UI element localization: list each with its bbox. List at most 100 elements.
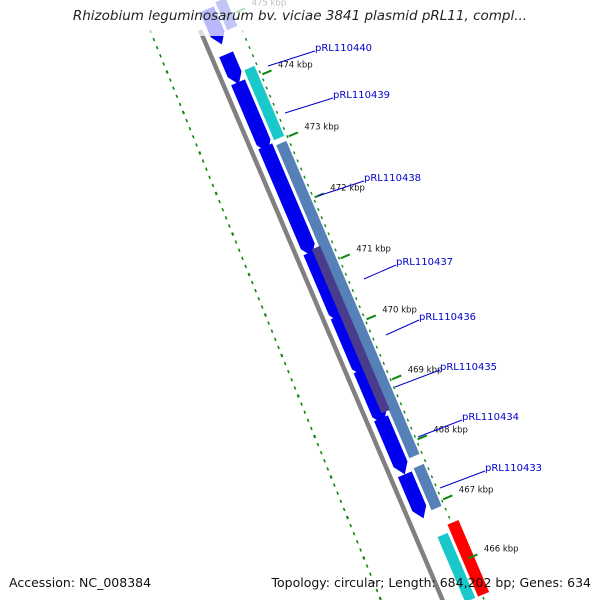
- outer-dot: [306, 183, 310, 187]
- gene-leader-line: [417, 419, 463, 438]
- blast-hit-cyan: [437, 532, 476, 600]
- outer-dot: [262, 78, 265, 82]
- outer-dot: [244, 37, 248, 41]
- gc-dot: [162, 62, 166, 66]
- gc-dot: [188, 126, 192, 131]
- gene-label-layer: pRL110440 pRL110439 pRL110438 pRL110437 pRL1…: [267, 43, 542, 489]
- gene-label: pRL110439: [333, 90, 390, 101]
- outer-dot: [268, 94, 272, 98]
- outer-dot: [385, 369, 389, 374]
- cds-arrow: [353, 367, 387, 425]
- outer-dot: [441, 499, 444, 503]
- kbp-tick: [442, 494, 453, 501]
- gc-dot: [221, 207, 225, 212]
- gc-dot: [332, 483, 336, 487]
- gc-dot: [319, 450, 323, 455]
- outer-dot: [334, 248, 337, 252]
- outer-dot: [399, 402, 403, 406]
- gc-dot: [273, 337, 277, 342]
- gc-dot: [208, 175, 211, 180]
- outer-dot: [416, 442, 420, 446]
- gc-dot: [310, 426, 313, 431]
- outer-dot: [272, 102, 275, 106]
- gc-dot: [254, 288, 257, 293]
- gc-dot: [234, 240, 238, 244]
- gc-dot: [293, 386, 297, 390]
- kbp-label: 466 kbp: [484, 545, 519, 555]
- gc-dot: [165, 70, 169, 74]
- kbp-label: 467 kbp: [459, 486, 494, 496]
- outer-dot: [344, 272, 348, 276]
- gc-dot: [227, 224, 231, 228]
- topology-summary: Topology: circular; Length: 684,202 bp; …: [271, 575, 592, 590]
- outer-dot: [289, 143, 293, 147]
- kbp-tick: [288, 131, 299, 138]
- gc-dot: [306, 418, 310, 423]
- outer-dot: [296, 159, 299, 163]
- gc-dot: [369, 572, 372, 576]
- gene-leader-line: [394, 369, 441, 388]
- outer-dot: [323, 224, 327, 228]
- gc-dot: [185, 118, 189, 123]
- gc-dot: [375, 588, 379, 593]
- outer-dot: [303, 175, 306, 179]
- outer-dot: [437, 491, 441, 495]
- backbone-stroke: [197, 29, 445, 600]
- blast-hit-purple: [311, 245, 390, 414]
- outer-dot: [413, 434, 416, 438]
- kbp-label: 470 kbp: [382, 306, 417, 316]
- gc-dot: [352, 531, 356, 536]
- outer-dot: [348, 280, 351, 284]
- outer-dot: [293, 151, 296, 155]
- gc-dot: [342, 507, 346, 512]
- gc-dot: [313, 434, 317, 439]
- kbp-label: 472 kbp: [330, 184, 365, 194]
- gc-dot: [195, 143, 198, 147]
- outer-dot: [434, 483, 437, 487]
- cds-arrow: [219, 51, 242, 85]
- gc-dot: [211, 183, 215, 188]
- gc-dot: [283, 361, 287, 366]
- outer-dot: [365, 321, 368, 325]
- gene-leader-line: [267, 50, 316, 67]
- outer-dot: [482, 596, 485, 600]
- outer-dot: [427, 467, 430, 471]
- kbp-label: 469 kbp: [408, 366, 443, 376]
- gc-dot: [218, 199, 221, 204]
- gc-dot: [349, 523, 353, 528]
- gc-dot: [296, 394, 300, 398]
- cds-arrow: [303, 249, 343, 323]
- outer-dot: [248, 45, 251, 50]
- gc-dot: [287, 369, 290, 374]
- gc-dot: [205, 167, 208, 171]
- gc-dot: [263, 313, 268, 317]
- kbp-label: 468 kbp: [433, 426, 468, 436]
- gc-dot: [250, 280, 254, 285]
- gc-dot: [303, 410, 307, 414]
- gc-dot: [198, 151, 202, 155]
- outer-dot: [275, 110, 279, 114]
- outer-dot: [423, 459, 427, 463]
- cds-arrow: [330, 313, 366, 377]
- blast-hit-cyan: [244, 65, 285, 141]
- outer-dot: [255, 62, 258, 66]
- gene-label: pRL110438: [364, 173, 421, 184]
- gc-dot: [359, 548, 362, 552]
- outer-dot: [403, 410, 406, 414]
- gc-dot: [329, 475, 333, 479]
- gc-dot: [300, 402, 303, 406]
- blast-hit-steel: [413, 463, 442, 511]
- kbp-tick: [417, 434, 428, 441]
- outer-dot: [375, 345, 379, 349]
- cds-arrow: [258, 143, 315, 257]
- gc-dot: [241, 256, 244, 261]
- outer-dot: [379, 353, 382, 357]
- gene-leader-line: [317, 180, 365, 197]
- gene-leader-line: [439, 470, 486, 489]
- gc-dot: [267, 321, 271, 325]
- outer-dot: [320, 216, 324, 220]
- gc-dot: [355, 540, 359, 544]
- outer-dot: [313, 199, 317, 203]
- outer-dot: [382, 361, 385, 365]
